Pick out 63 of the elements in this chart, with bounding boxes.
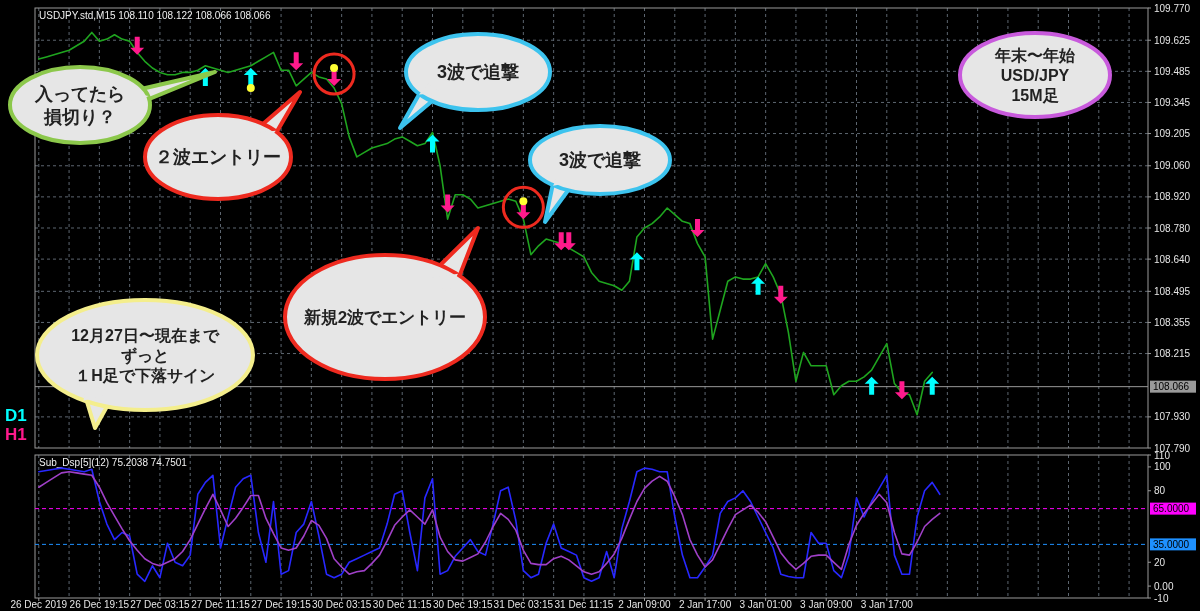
- x-tick-label: 27 Dec 11:15: [191, 599, 251, 610]
- ref-line-label: 65.0000: [1153, 503, 1190, 515]
- x-tick-label: 31 Dec 11:15: [554, 599, 614, 610]
- x-tick-label: 26 Dec 2019: [10, 599, 68, 610]
- y-tick-label: 109.060: [1154, 160, 1191, 172]
- y-tick-label: -10: [1154, 592, 1169, 604]
- y-tick-label: 109.205: [1154, 128, 1191, 140]
- annotation: 3波で追撃: [558, 150, 642, 171]
- x-tick-label: 3 Jan 17:00: [860, 599, 914, 610]
- y-tick-label: 108.215: [1154, 348, 1191, 360]
- x-tick-label: 3 Jan 01:00: [739, 599, 793, 610]
- point: [561, 232, 576, 251]
- x-tick-label: 2 Jan 17:00: [678, 599, 732, 610]
- y-tick-label: 0.00: [1154, 580, 1174, 592]
- text: H1: [5, 425, 27, 444]
- x-tick-label: 30 Dec 11:15: [372, 599, 433, 610]
- x-tick-label: 26 Dec 19:15: [69, 599, 130, 610]
- annotation: 12月27日〜現在までずっと１H足で下落サイン: [71, 326, 220, 384]
- y-tick-label: 20: [1154, 556, 1166, 568]
- y-tick-label: 108.355: [1154, 316, 1191, 328]
- point: [425, 134, 440, 153]
- ref-line-label: 108.066: [1153, 381, 1190, 393]
- ref-line-label: 35.0000: [1153, 538, 1190, 550]
- point: [519, 197, 528, 206]
- y-tick-label: 100: [1154, 461, 1172, 473]
- x-tick-label: 2 Jan 09:00: [618, 599, 672, 610]
- point: [864, 376, 879, 395]
- annotation: 3波で追撃: [436, 62, 520, 83]
- point: [690, 219, 705, 237]
- y-tick-label: 108.780: [1154, 222, 1191, 234]
- chart-title: USDJPY.std,M15 108.110 108.122 108.066 108.066: [39, 10, 271, 21]
- point: [243, 67, 258, 86]
- y-tick-label: 108.640: [1154, 253, 1191, 265]
- point: [130, 36, 145, 55]
- chart-title: Sub_Dsp[5](12) 75.2038 74.7501: [39, 457, 188, 468]
- y-tick-label: 109.625: [1154, 34, 1191, 46]
- annotation: 新規2波でエントリー: [302, 307, 467, 327]
- x-tick-label: 31 Dec 03:15: [493, 599, 554, 610]
- text: D1: [5, 406, 27, 425]
- y-tick-label: 109.485: [1154, 65, 1191, 77]
- point: [925, 376, 940, 395]
- x-tick-label: 30 Dec 19:15: [433, 599, 493, 610]
- point: [894, 381, 909, 400]
- annotation: 入ってたら損切り？: [34, 84, 125, 127]
- point: [330, 64, 339, 72]
- y-tick-label: 107.930: [1154, 411, 1191, 423]
- point: [773, 285, 788, 304]
- y-tick-label: 108.920: [1154, 191, 1191, 203]
- y-tick-label: 108.495: [1154, 285, 1191, 297]
- point: [440, 194, 455, 213]
- point: [629, 252, 644, 271]
- annotation: 年末〜年始 USD/JPY 15M足: [994, 46, 1076, 104]
- x-tick-label: 30 Dec 03:15: [311, 599, 372, 610]
- point: [246, 84, 255, 92]
- x-tick-label: 27 Dec 19:15: [251, 599, 312, 610]
- x-tick-label: 3 Jan 09:00: [800, 599, 853, 610]
- annotation: ２波エントリー: [155, 147, 281, 168]
- y-tick-label: 109.770: [1154, 2, 1191, 14]
- x-tick-label: 27 Dec 03:15: [130, 599, 191, 610]
- y-tick-label: 109.345: [1154, 96, 1191, 108]
- y-tick-label: 80: [1154, 485, 1166, 497]
- point: [751, 276, 766, 295]
- point: [289, 52, 304, 71]
